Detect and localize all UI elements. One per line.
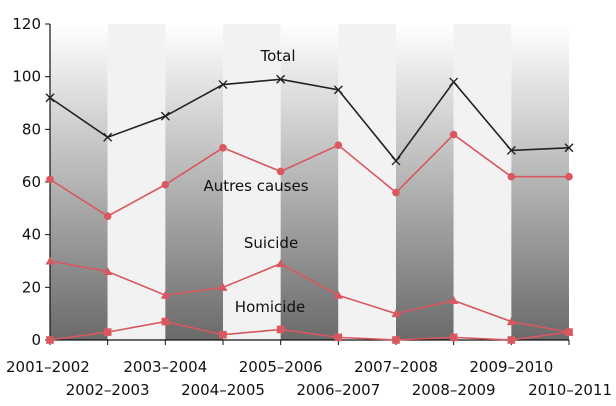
data-point — [46, 336, 54, 344]
data-point — [218, 80, 228, 90]
x-tick-label: 2004–2005 — [181, 381, 265, 399]
data-point — [333, 290, 343, 299]
data-point — [392, 336, 400, 344]
data-point — [219, 143, 227, 152]
x-tick-label: 2007–2008 — [354, 358, 438, 376]
data-point — [103, 267, 113, 276]
y-tick-label: 20 — [22, 278, 41, 296]
x-tick-label: 2010–2011 — [528, 381, 612, 399]
x-tick-label: 2005–2006 — [239, 358, 323, 376]
data-point — [392, 188, 400, 197]
series-labels: Total Autres causes Suicide Homicide — [203, 47, 308, 316]
data-point — [391, 309, 401, 318]
data-point — [45, 93, 55, 103]
data-point — [45, 256, 55, 265]
series-line-suicide — [49, 260, 570, 333]
data-point — [276, 167, 285, 176]
data-point — [276, 259, 286, 268]
data-point — [218, 282, 228, 291]
y-tick-label: 0 — [31, 331, 41, 349]
data-point — [333, 85, 343, 95]
x-tick-label: 2006–2007 — [296, 381, 380, 399]
y-tick-label: 80 — [22, 120, 41, 138]
data-point — [161, 317, 170, 326]
background-band — [338, 24, 396, 340]
series-line-homicide — [49, 320, 570, 341]
data-point — [565, 172, 573, 181]
data-point — [276, 325, 285, 334]
data-point — [276, 74, 286, 84]
y-tick-label: 100 — [12, 68, 41, 86]
data-point — [219, 330, 227, 339]
x-tick-label: 2001–2002 — [6, 358, 90, 376]
data-point — [103, 132, 113, 142]
series-markers — [45, 74, 574, 344]
data-point — [160, 111, 170, 121]
background-band — [50, 24, 108, 340]
data-point — [46, 175, 54, 184]
x-tick-label: 2009–2010 — [469, 358, 553, 376]
data-point — [507, 172, 516, 181]
series-lines — [49, 78, 570, 341]
background-band — [165, 24, 223, 340]
series-label: Total — [259, 47, 295, 65]
series-line-autres-causes — [49, 133, 569, 218]
data-point — [565, 328, 573, 336]
data-point — [506, 317, 516, 326]
x-tick-label: 2008–2009 — [412, 381, 496, 399]
series-line-total — [49, 78, 570, 163]
data-point — [334, 333, 343, 342]
data-point — [449, 333, 458, 342]
background-band — [223, 24, 281, 340]
background-band — [280, 24, 339, 340]
x-tick-label: 2002–2003 — [66, 381, 150, 399]
data-point — [161, 180, 170, 189]
data-point — [160, 290, 170, 299]
y-tick-label: 40 — [22, 226, 41, 244]
background-band — [511, 24, 569, 340]
y-tick-label: 120 — [12, 15, 41, 33]
data-point — [507, 336, 516, 344]
data-point — [103, 212, 112, 221]
x-tick-label: 2003–2004 — [123, 358, 207, 376]
background-band — [396, 24, 454, 340]
data-point — [506, 145, 516, 155]
data-point — [103, 328, 112, 336]
x-axis-tick-labels: 2001–2002 2002–2003 2003–2004 2004–2005 2005… — [6, 358, 612, 399]
y-tick-label: 60 — [22, 173, 41, 191]
series-label: Autres causes — [203, 177, 308, 195]
background-band — [453, 24, 512, 340]
y-axis-tick-labels: 0 20 40 60 80 100 120 — [12, 15, 41, 349]
data-point — [449, 296, 459, 304]
data-point — [391, 156, 401, 166]
data-point — [449, 130, 458, 139]
data-point — [564, 143, 574, 153]
background-bands — [50, 24, 569, 340]
data-point — [449, 77, 459, 87]
data-point — [334, 141, 343, 149]
series-label: Homicide — [235, 298, 305, 316]
background-band — [107, 24, 166, 340]
series-label: Suicide — [244, 234, 298, 252]
